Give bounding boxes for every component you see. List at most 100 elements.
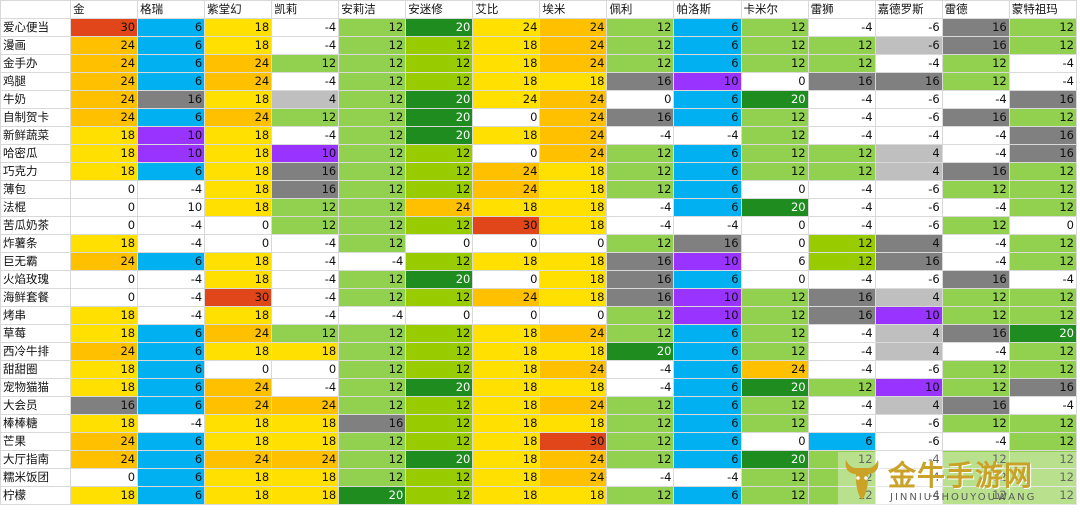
table-cell: 12 bbox=[606, 144, 675, 163]
table-cell: 12 bbox=[1008, 288, 1078, 307]
table-cell: 0 bbox=[472, 306, 541, 325]
table-cell: -4 bbox=[807, 396, 876, 415]
table-row: 大会员 16 6 24 24 12 12 18 24 12 6 12 -4 4 16 -4 bbox=[0, 396, 1078, 415]
table-cell: 24 bbox=[70, 36, 139, 55]
table-cell: 24 bbox=[70, 90, 139, 109]
table-cell: 18 bbox=[204, 252, 273, 271]
table-cell: 12 bbox=[338, 18, 407, 37]
table-cell: -4 bbox=[941, 252, 1010, 271]
table-cell: -6 bbox=[874, 36, 943, 55]
table-cell: -4 bbox=[807, 180, 876, 199]
table-cell: -4 bbox=[271, 378, 340, 397]
table-cell: 12 bbox=[606, 18, 675, 37]
table-cell: 12 bbox=[606, 36, 675, 55]
table-cell: 12 bbox=[338, 396, 407, 415]
table-cell: 12 bbox=[405, 486, 474, 505]
table-cell: 0 bbox=[204, 360, 273, 379]
table-cell: 0 bbox=[472, 108, 541, 127]
table-cell: 18 bbox=[204, 414, 273, 433]
table-row: 自制贺卡 24 6 24 12 12 20 0 24 16 6 12 -4 -6 16 12 bbox=[0, 108, 1078, 127]
column-header: 艾比 bbox=[472, 0, 541, 19]
table-cell: 18 bbox=[539, 162, 608, 181]
table-cell: 20 bbox=[405, 90, 474, 109]
table-cell: 12 bbox=[1008, 414, 1078, 433]
table-cell: -4 bbox=[137, 234, 206, 253]
table-cell: 12 bbox=[740, 36, 809, 55]
table-cell: 30 bbox=[204, 288, 273, 307]
table-row: 哈密瓜 18 10 18 10 12 12 0 24 12 6 12 12 4 -4 16 bbox=[0, 144, 1078, 163]
table-cell: 16 bbox=[1008, 126, 1078, 145]
table-cell: 24 bbox=[204, 108, 273, 127]
table-cell: 12 bbox=[338, 90, 407, 109]
table-cell: 0 bbox=[405, 234, 474, 253]
table-cell: 12 bbox=[606, 414, 675, 433]
table-cell: 18 bbox=[70, 162, 139, 181]
table-cell: 0 bbox=[539, 234, 608, 253]
table-cell: 24 bbox=[539, 126, 608, 145]
table-cell: 18 bbox=[472, 414, 541, 433]
table-cell: 12 bbox=[941, 72, 1010, 91]
table-cell: 16 bbox=[941, 108, 1010, 127]
table-cell: 0 bbox=[70, 216, 139, 235]
table-cell: 24 bbox=[539, 468, 608, 487]
table-cell: 24 bbox=[70, 450, 139, 469]
table-cell: -4 bbox=[941, 432, 1010, 451]
table-cell: 18 bbox=[539, 216, 608, 235]
table-cell: -4 bbox=[673, 468, 742, 487]
table-cell: -4 bbox=[874, 486, 943, 505]
table-cell: 20 bbox=[405, 108, 474, 127]
table-row: 甜甜圈 18 6 0 0 12 12 18 24 -4 6 24 -4 -6 12 12 bbox=[0, 360, 1078, 379]
table-cell: 10 bbox=[137, 144, 206, 163]
table-cell: -6 bbox=[874, 360, 943, 379]
table-cell: -4 bbox=[874, 54, 943, 73]
table-cell: 24 bbox=[472, 288, 541, 307]
table-cell: 16 bbox=[941, 324, 1010, 343]
table-cell: 6 bbox=[137, 468, 206, 487]
table-cell: 12 bbox=[405, 36, 474, 55]
table-cell: 0 bbox=[472, 234, 541, 253]
table-cell: 18 bbox=[204, 18, 273, 37]
table-cell: 12 bbox=[338, 54, 407, 73]
table-cell: 4 bbox=[874, 162, 943, 181]
table-cell: 0 bbox=[740, 72, 809, 91]
row-header: 巨无霸 bbox=[0, 252, 72, 271]
table-cell: 6 bbox=[137, 360, 206, 379]
table-cell: 6 bbox=[137, 432, 206, 451]
column-header: 凯莉 bbox=[271, 0, 340, 19]
table-cell: 12 bbox=[338, 324, 407, 343]
table-cell: 6 bbox=[673, 90, 742, 109]
table-cell: 18 bbox=[472, 252, 541, 271]
table-cell: 12 bbox=[807, 162, 876, 181]
table-cell: 20 bbox=[740, 378, 809, 397]
table-cell: 12 bbox=[405, 468, 474, 487]
table-cell: 12 bbox=[606, 432, 675, 451]
table-cell: 6 bbox=[673, 432, 742, 451]
table-cell: 18 bbox=[472, 486, 541, 505]
table-cell: 18 bbox=[539, 342, 608, 361]
table-cell: -4 bbox=[606, 126, 675, 145]
table-cell: 10 bbox=[673, 252, 742, 271]
table-cell: -4 bbox=[606, 468, 675, 487]
table-row: 牛奶 24 16 18 4 12 20 24 24 0 6 20 -4 -6 -4 16 bbox=[0, 90, 1078, 109]
column-header: 埃米 bbox=[539, 0, 608, 19]
table-row: 西冷牛排 24 6 18 18 12 12 18 18 20 6 12 -4 4 -4 12 bbox=[0, 342, 1078, 361]
table-row: 巧克力 18 6 18 16 12 12 24 18 12 6 12 12 4 16 12 bbox=[0, 162, 1078, 181]
table-cell: 16 bbox=[271, 162, 340, 181]
column-header: 紫堂幻 bbox=[204, 0, 273, 19]
table-cell: 12 bbox=[740, 342, 809, 361]
table-cell: 12 bbox=[941, 180, 1010, 199]
table-cell: 12 bbox=[405, 342, 474, 361]
table-cell: 24 bbox=[70, 108, 139, 127]
table-cell: 6 bbox=[673, 54, 742, 73]
table-cell: 6 bbox=[673, 180, 742, 199]
table-cell: 30 bbox=[70, 18, 139, 37]
table-cell: -4 bbox=[137, 414, 206, 433]
table-cell: 18 bbox=[70, 234, 139, 253]
table-cell: 24 bbox=[539, 18, 608, 37]
table-cell: 18 bbox=[204, 198, 273, 217]
table-cell: 24 bbox=[539, 54, 608, 73]
row-header: 炸薯条 bbox=[0, 234, 72, 253]
table-cell: -4 bbox=[137, 288, 206, 307]
table-cell: 18 bbox=[472, 450, 541, 469]
table-cell: 18 bbox=[472, 36, 541, 55]
